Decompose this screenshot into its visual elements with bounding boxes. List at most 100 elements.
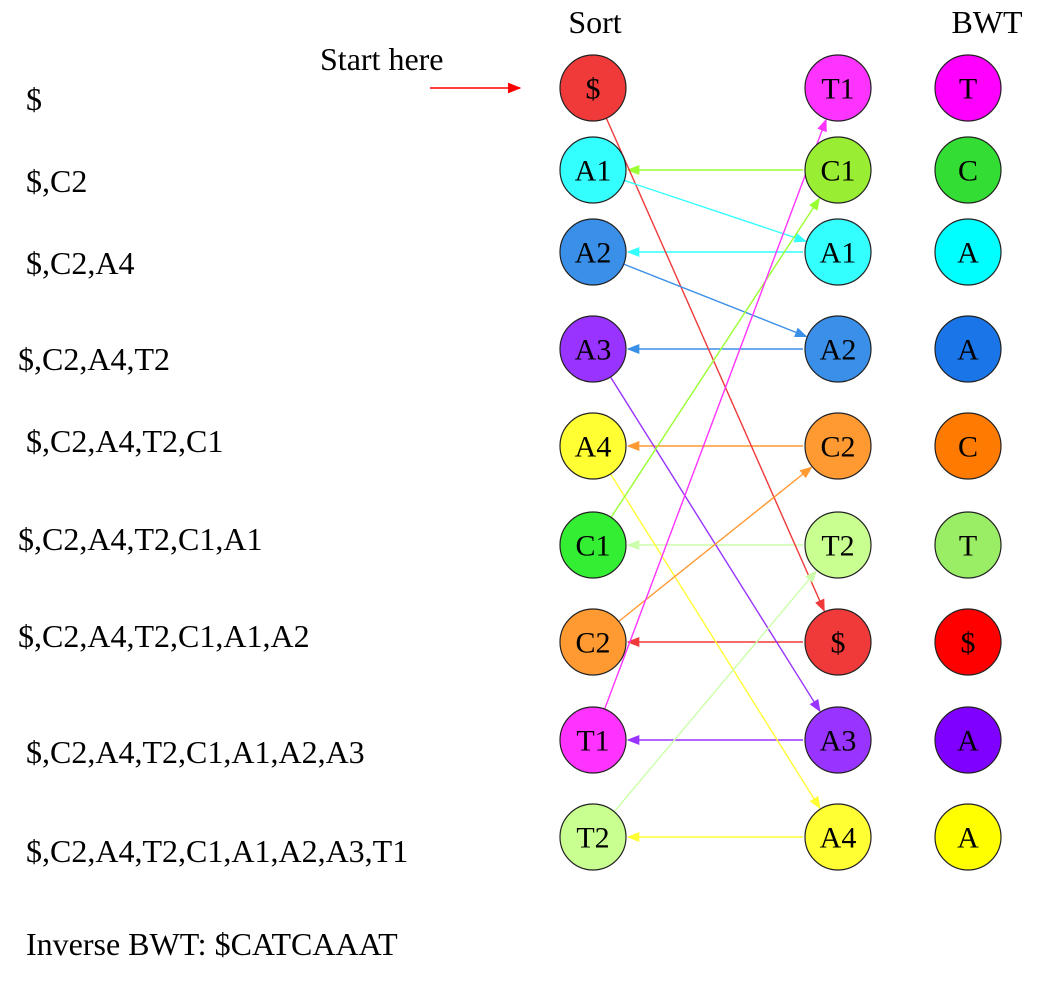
bwt-node-label: A [957,822,979,855]
last-column-node-label: T2 [821,530,854,563]
last-column-node-circle [804,54,872,122]
sorted-node: T1 [559,706,627,774]
last-column-node-label: C1 [820,155,855,188]
last-column-node-circle [804,608,872,676]
sorted-node-circle [559,608,627,676]
lf-mapping-arrow [604,116,825,613]
bwt-column-header: BWT [951,4,1023,40]
sorted-node: T2 [559,803,627,871]
bwt-node-circle [934,608,1002,676]
sorted-node: $ [559,54,627,122]
bwt-node-circle [934,315,1002,383]
last-column-node-circle [804,136,872,204]
last-column-node: $ [804,608,872,676]
bwt-node-circle [934,54,1002,122]
progress-row: $ [26,81,42,117]
sorted-node: A1 [559,136,627,204]
sorted-node-circle [559,218,627,286]
bwt-node-circle [934,136,1002,204]
last-column-node: C1 [804,136,872,204]
bwt-node: T [934,54,1002,122]
lf-mapping-arrow [616,466,813,624]
sorted-node-label: A2 [575,237,612,270]
bwt-node: T [934,511,1002,579]
sorted-node-circle [559,54,627,122]
progress-row: $,C2,A4,T2,C1,A1,A2,A3 [26,734,365,770]
sorted-node-label: A1 [575,155,612,188]
last-column-node-label: A4 [820,822,857,855]
bwt-node-circle [934,412,1002,480]
last-column-node-label: A1 [820,237,857,270]
bwt-node: A [934,315,1002,383]
start-here-label: Start here [320,41,444,77]
progress-rows: $ $,C2 $,C2,A4 $,C2,A4,T2 $,C2,A4,T2,C1 … [18,81,408,869]
sorted-node-label: A4 [575,431,612,464]
last-column-node-circle [804,706,872,774]
nodes-layer: $ A1 A2 A3 A4 C1 C2 T1 T2 T1 C1 A1 A2 C2 T2 $ A3 A4 T C A A C T… [559,54,1002,871]
lf-mapping-arrow [608,374,821,713]
last-column-node-circle [804,412,872,480]
sort-column-header: Sort [568,4,621,40]
sorted-node-label: $ [586,73,601,106]
sorted-node: C1 [559,511,627,579]
progress-row: $,C2,A4,T2,C1,A1 [18,521,262,557]
bwt-node: $ [934,608,1002,676]
sorted-node-circle [559,412,627,480]
bwt-node: C [934,412,1002,480]
last-column-node-label: T1 [821,73,854,106]
last-column-node: A1 [804,218,872,286]
last-column-node: T2 [804,511,872,579]
sorted-node: C2 [559,608,627,676]
bwt-node-label: T [959,73,977,106]
bwt-node-label: $ [961,627,976,660]
last-column-node-label: C2 [820,431,855,464]
links-layer [603,116,827,843]
lf-mapping-arrow [622,179,807,243]
bwt-node-circle [934,218,1002,286]
bwt-node-label: A [957,725,979,758]
bwt-node-label: C [958,431,978,464]
sorted-node-circle [559,315,627,383]
last-column-node: A3 [804,706,872,774]
sorted-node: A3 [559,315,627,383]
last-column-node-circle [804,803,872,871]
sorted-node: A4 [559,412,627,480]
bwt-node-label: T [959,530,977,563]
progress-row: $,C2 [26,163,87,199]
last-column-node-label: A3 [820,725,857,758]
last-column-node: T1 [804,54,872,122]
last-column-node: A4 [804,803,872,871]
progress-row: $,C2,A4,T2,C1,A1,A2,A3,T1 [26,833,408,869]
sorted-node-label: T2 [576,822,609,855]
sorted-node-circle [559,706,627,774]
sorted-node-label: C2 [575,627,610,660]
last-column-node-label: $ [831,627,846,660]
last-column-node: C2 [804,412,872,480]
sorted-node-circle [559,511,627,579]
sorted-node-circle [559,803,627,871]
lf-mapping-arrow [612,570,817,814]
last-column-node-circle [804,511,872,579]
progress-row: $,C2,A4,T2 [18,341,170,377]
lf-mapping-arrow [603,118,827,712]
lf-mapping-arrow [621,262,808,338]
sorted-node-label: C1 [575,530,610,563]
last-column-node: A2 [804,315,872,383]
sorted-node-label: T1 [576,725,609,758]
sorted-node-label: A3 [575,334,612,367]
progress-row: $,C2,A4,T2,C1 [26,423,223,459]
last-column-node-circle [804,218,872,286]
bwt-node-circle [934,511,1002,579]
sorted-node-circle [559,136,627,204]
bwt-node: C [934,136,1002,204]
bwt-node-label: A [957,237,979,270]
bwt-node-circle [934,706,1002,774]
lf-mapping-arrow [609,197,821,520]
last-column-node-label: A2 [820,334,857,367]
sorted-node: A2 [559,218,627,286]
last-column-node-circle [804,315,872,383]
bwt-node: A [934,706,1002,774]
progress-row: $,C2,A4,T2,C1,A1,A2 [18,618,310,654]
